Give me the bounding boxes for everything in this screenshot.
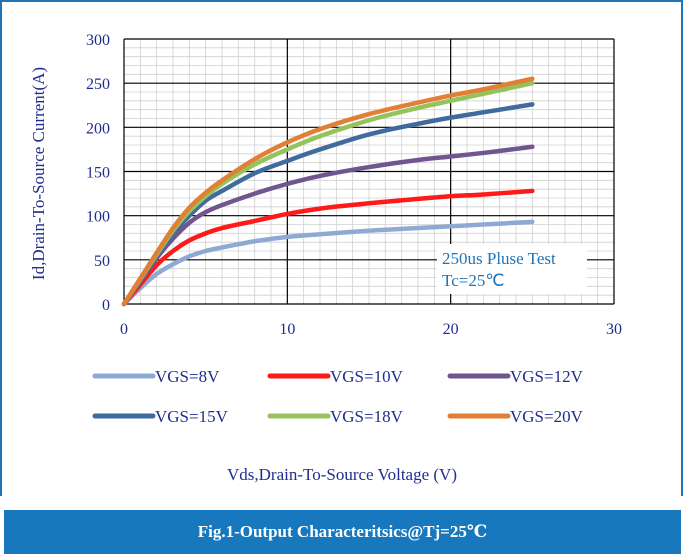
caption-bar: Fig.1-Output Characteritsics@Tj=25℃ — [4, 510, 681, 554]
x-tick-label: 10 — [279, 321, 295, 338]
legend-label: VGS=8V — [155, 367, 220, 386]
y-tick-label: 100 — [86, 209, 110, 226]
y-tick-label: 150 — [86, 165, 110, 182]
x-axis-label: Vds,Drain-To-Source Voltage (V) — [227, 465, 457, 484]
legend-label: VGS=12V — [510, 367, 584, 386]
legend-label: VGS=15V — [155, 407, 229, 426]
series-line-vgs-20v — [121, 76, 535, 307]
y-tick-label: 200 — [86, 120, 110, 137]
chart-frame — [0, 0, 683, 496]
output-characteristics-chart: 0 50 100 150 200 250 300 0 10 20 30 Id,Drain-To-Sou… — [29, 32, 622, 484]
x-tick-label: 0 — [120, 321, 128, 338]
legend-label: VGS=20V — [510, 407, 584, 426]
y-tick-label: 50 — [94, 253, 110, 270]
series-line-vgs-8v — [121, 219, 535, 307]
legend-label: VGS=18V — [330, 407, 404, 426]
annotation-line: Tc=25℃ — [442, 271, 504, 290]
y-tick-label: 0 — [102, 297, 110, 314]
y-tick-label: 300 — [86, 32, 110, 49]
y-axis-label: Id,Drain-To-Source Current(A) — [29, 67, 48, 280]
x-tick-label: 20 — [443, 321, 459, 338]
annotation-background — [437, 244, 587, 294]
x-tick-label: 30 — [606, 321, 622, 338]
legend-label: VGS=10V — [330, 367, 404, 386]
y-tick-label: 250 — [86, 76, 110, 93]
figure-caption: Fig.1-Output Characteritsics@Tj=25℃ — [197, 522, 488, 541]
annotation-line: 250us Pluse Test — [442, 249, 556, 268]
series-line-vgs-10v — [121, 188, 535, 307]
